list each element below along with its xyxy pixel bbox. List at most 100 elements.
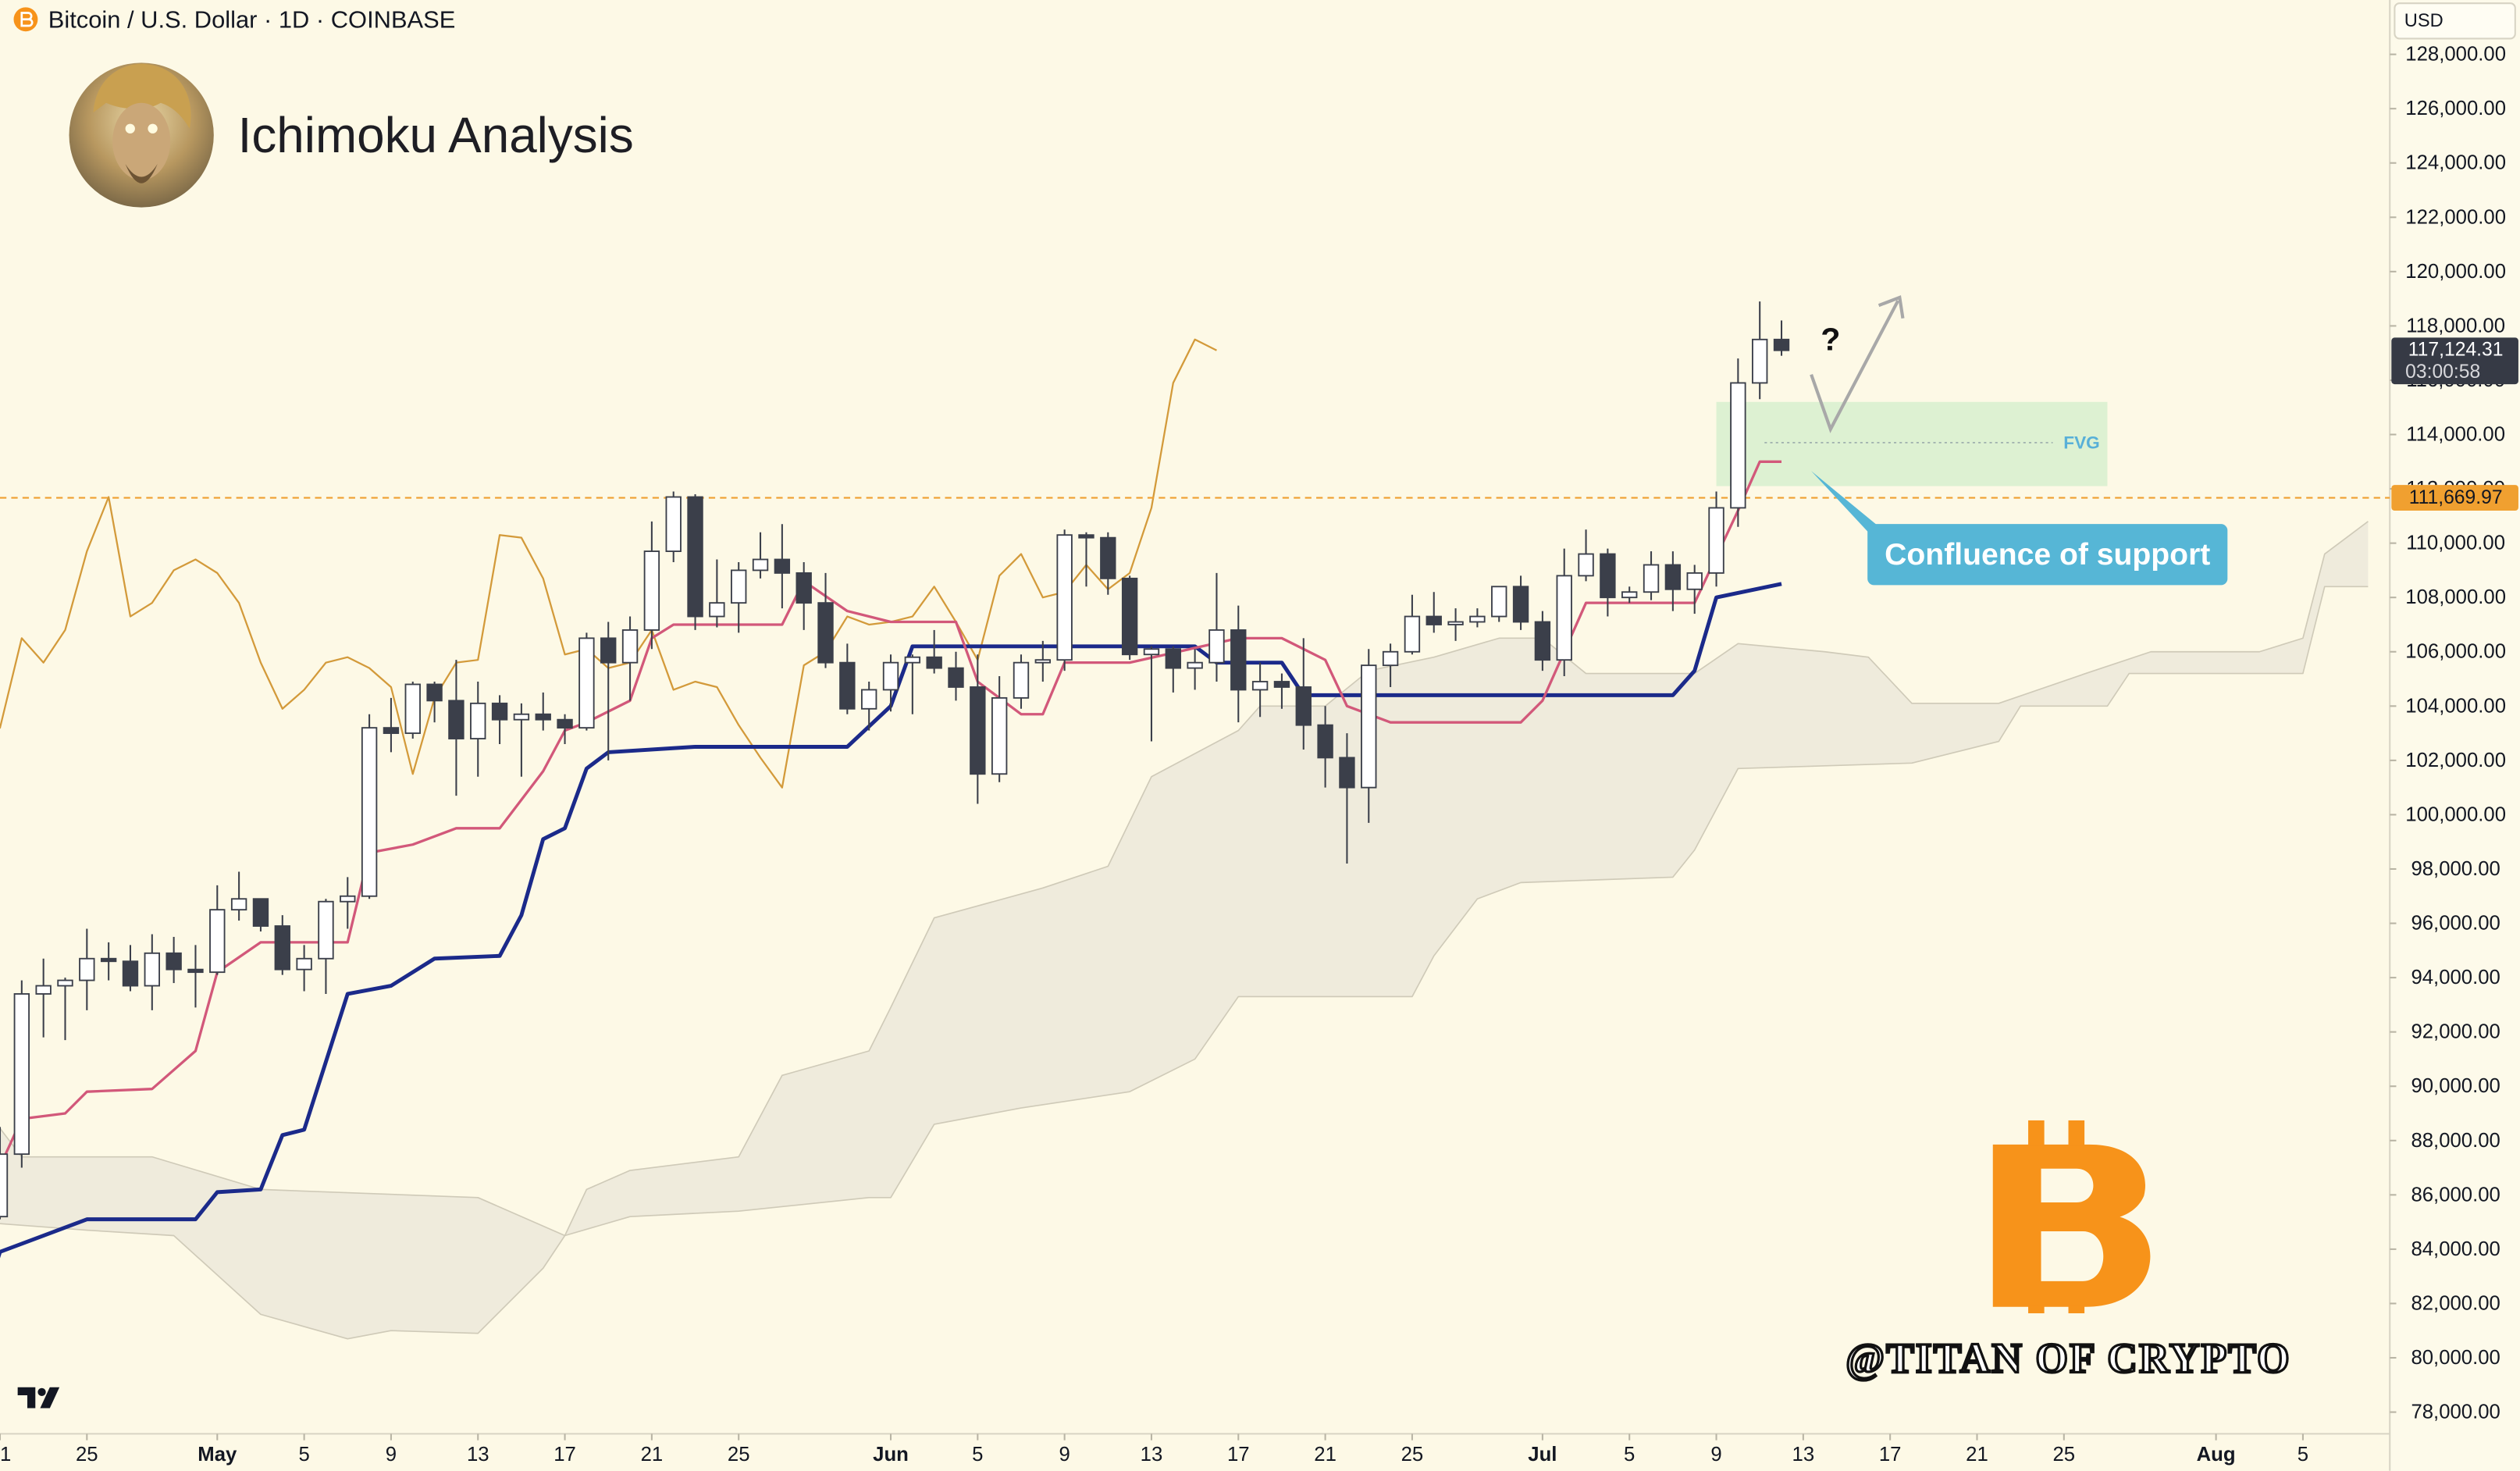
candle-body xyxy=(557,718,573,729)
candle-body xyxy=(1056,534,1073,661)
level-label-box xyxy=(2391,485,2518,511)
avatar xyxy=(69,62,214,208)
symbol-icon-mark xyxy=(20,12,34,27)
candle-body xyxy=(166,952,182,971)
y-tick-label: 88,000.00 xyxy=(2411,1130,2500,1152)
subtitle: Ichimoku Analysis xyxy=(238,107,634,163)
y-tick-label: 108,000.00 xyxy=(2405,586,2506,608)
x-tick-label: 25 xyxy=(2053,1444,2076,1466)
candle-body xyxy=(774,558,791,574)
x-tick-label: 9 xyxy=(1710,1444,1721,1466)
candle-body xyxy=(1295,686,1312,726)
axes: 78,000.00 80,000.00 82,000.00 84,000.00 86,0… xyxy=(0,44,2518,1466)
candle-body xyxy=(1708,507,1724,574)
candle-body xyxy=(340,895,356,903)
x-tick-label: 17 xyxy=(553,1444,576,1466)
candle-body xyxy=(0,1153,9,1218)
bitcoin-logo xyxy=(1992,1120,2151,1313)
candle-body xyxy=(839,661,856,710)
x-tick-label: 21 xyxy=(641,1444,664,1466)
projection-arrow xyxy=(1810,300,1900,433)
fvg-zone xyxy=(1716,401,2108,486)
y-tick-label: 80,000.00 xyxy=(2411,1347,2500,1369)
x-tick-label: 21 xyxy=(1314,1444,1337,1466)
candle-body xyxy=(470,702,486,739)
candle-body xyxy=(57,979,73,987)
x-tick-label: 5 xyxy=(2298,1444,2308,1466)
candle-body xyxy=(1469,615,1486,623)
candle-body xyxy=(448,700,464,739)
x-tick-label: 13 xyxy=(467,1444,489,1466)
candle-body xyxy=(1382,650,1399,667)
x-tick-label: Aug xyxy=(2197,1444,2236,1466)
candle-body xyxy=(230,898,247,911)
candle-body xyxy=(1121,577,1138,656)
y-tick-label: 90,000.00 xyxy=(2411,1075,2500,1097)
y-tick-label: 124,000.00 xyxy=(2405,152,2506,174)
kijun-sen xyxy=(0,582,1782,1259)
candle-body xyxy=(535,713,551,721)
candle-body xyxy=(1686,572,1703,590)
cloud-span-a xyxy=(0,521,2369,1237)
candle-body xyxy=(1621,591,1638,599)
candle-body xyxy=(991,696,1008,775)
candle-body xyxy=(709,602,725,618)
y-tick-label: 78,000.00 xyxy=(2411,1402,2500,1423)
candle-body xyxy=(731,569,747,604)
candle-body xyxy=(926,656,942,669)
candle-body xyxy=(1556,575,1572,661)
candle-body xyxy=(665,496,682,552)
candle-body xyxy=(1730,382,1746,509)
candle-body xyxy=(318,900,334,960)
candle-body xyxy=(1317,724,1333,759)
lagging-span xyxy=(0,338,1217,789)
x-tick-label: Jun xyxy=(873,1444,909,1466)
candle-body xyxy=(1426,615,1442,625)
x-tick-label: 13 xyxy=(1141,1444,1163,1466)
level-label: 111,669.97 xyxy=(2409,487,2503,508)
y-tick-label: 120,000.00 xyxy=(2405,261,2506,283)
candle-body xyxy=(752,558,769,572)
candle-body xyxy=(1361,664,1377,789)
candle-body xyxy=(1339,757,1355,789)
cloud-fill xyxy=(0,521,2369,1339)
candle-body xyxy=(817,602,834,664)
candle-body xyxy=(1100,536,1116,579)
candle-body xyxy=(578,637,595,729)
question-mark: ? xyxy=(1821,321,1840,357)
candle-body xyxy=(860,689,877,710)
y-tick-label: 122,000.00 xyxy=(2405,206,2506,228)
candle-body xyxy=(361,727,378,897)
candle-body xyxy=(35,985,52,995)
y-tick-label: 106,000.00 xyxy=(2405,641,2506,663)
x-tick-label: 13 xyxy=(1792,1444,1815,1466)
y-tick-label: 86,000.00 xyxy=(2411,1184,2500,1206)
y-tick-label: 96,000.00 xyxy=(2411,913,2500,935)
x-tick-label: 9 xyxy=(386,1444,397,1466)
candle-body xyxy=(404,683,421,735)
y-tick-label: 94,000.00 xyxy=(2411,967,2500,988)
candle-body xyxy=(1143,648,1160,656)
candle-body xyxy=(1512,586,1529,623)
candle-body xyxy=(252,898,269,927)
watermark: @TITAN OF CRYPTO xyxy=(1846,1335,2290,1382)
currency[interactable]: USD xyxy=(2404,11,2443,31)
candle-body xyxy=(970,686,986,775)
x-tick-label: 17 xyxy=(1879,1444,1902,1466)
price-label: 117,124.31 xyxy=(2408,339,2504,360)
candle-body xyxy=(1534,621,1551,661)
candle-body xyxy=(1230,629,1247,691)
currency-box[interactable] xyxy=(2394,2,2516,40)
candle-body xyxy=(1013,661,1030,699)
x-tick-label: 25 xyxy=(1401,1444,1424,1466)
callout-text: Confluence of support xyxy=(1885,538,2210,572)
candle-body xyxy=(600,637,617,664)
y-tick-label: 84,000.00 xyxy=(2411,1238,2500,1260)
candle-body xyxy=(209,909,226,974)
candle-body xyxy=(1578,553,1594,577)
price-label-box xyxy=(2391,337,2518,385)
candle-body xyxy=(1034,659,1052,664)
x-tick-label: 5 xyxy=(298,1444,309,1466)
candle-body xyxy=(1600,553,1616,599)
candle-body xyxy=(1208,629,1225,664)
